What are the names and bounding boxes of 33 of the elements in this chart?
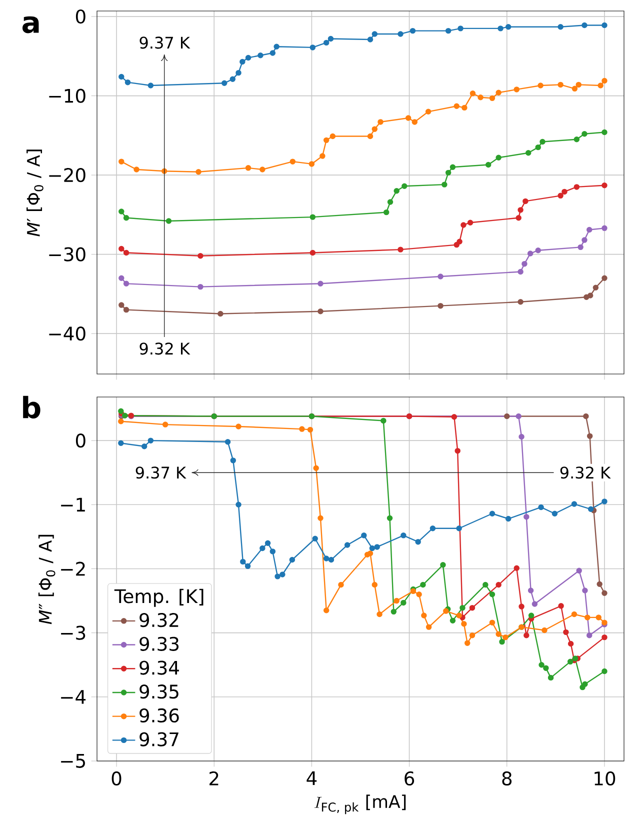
y-axis-title: M′ [Φ$_{0}$ / A] <box>26 150 44 236</box>
y-tick-label: −10 <box>49 88 86 103</box>
annotation: 9.32 K <box>560 466 611 479</box>
x-tick-label: 8 <box>502 771 512 786</box>
x-tick-label: 10 <box>594 771 616 786</box>
y-tick-label: −5 <box>61 754 85 768</box>
y-tick-label: −1 <box>61 498 85 512</box>
chart-title: b <box>23 396 40 419</box>
y-tick-label: −30 <box>49 247 86 262</box>
annotation: 9.37 K <box>140 36 190 49</box>
legend-title: Temp. [K] <box>114 588 204 607</box>
legend-label: 9.36 <box>140 708 179 723</box>
y-tick-label: −20 <box>49 168 86 182</box>
chart-title: a <box>22 16 39 34</box>
legend-label: 9.32 <box>140 612 178 628</box>
annotation: 9.37 K <box>136 466 186 479</box>
y-tick-label: 0 <box>76 434 86 448</box>
y-tick-label: −40 <box>49 326 86 341</box>
legend-label: 9.34 <box>140 660 179 675</box>
annotation: 9.32 K <box>140 342 190 355</box>
y-tick-label: −2 <box>61 562 85 576</box>
legend-label: 9.37 <box>140 732 178 746</box>
y-tick-label: 0 <box>76 9 86 24</box>
x-tick-label: 2 <box>210 771 218 786</box>
legend-label: 9.35 <box>140 684 178 699</box>
x-tick-label: 0 <box>112 771 122 786</box>
y-axis-title: M″ [Φ$_{0}$ / A] <box>38 534 56 624</box>
x-axis-title: $I_{\text{FC, pk}}\ \text{[mA]}$ <box>314 794 406 814</box>
x-tick-label: 4 <box>306 771 317 786</box>
x-tick-label: 6 <box>404 771 414 786</box>
y-tick-label: −4 <box>61 690 86 704</box>
legend-label: 9.33 <box>140 636 179 651</box>
y-tick-label: −3 <box>61 626 86 640</box>
